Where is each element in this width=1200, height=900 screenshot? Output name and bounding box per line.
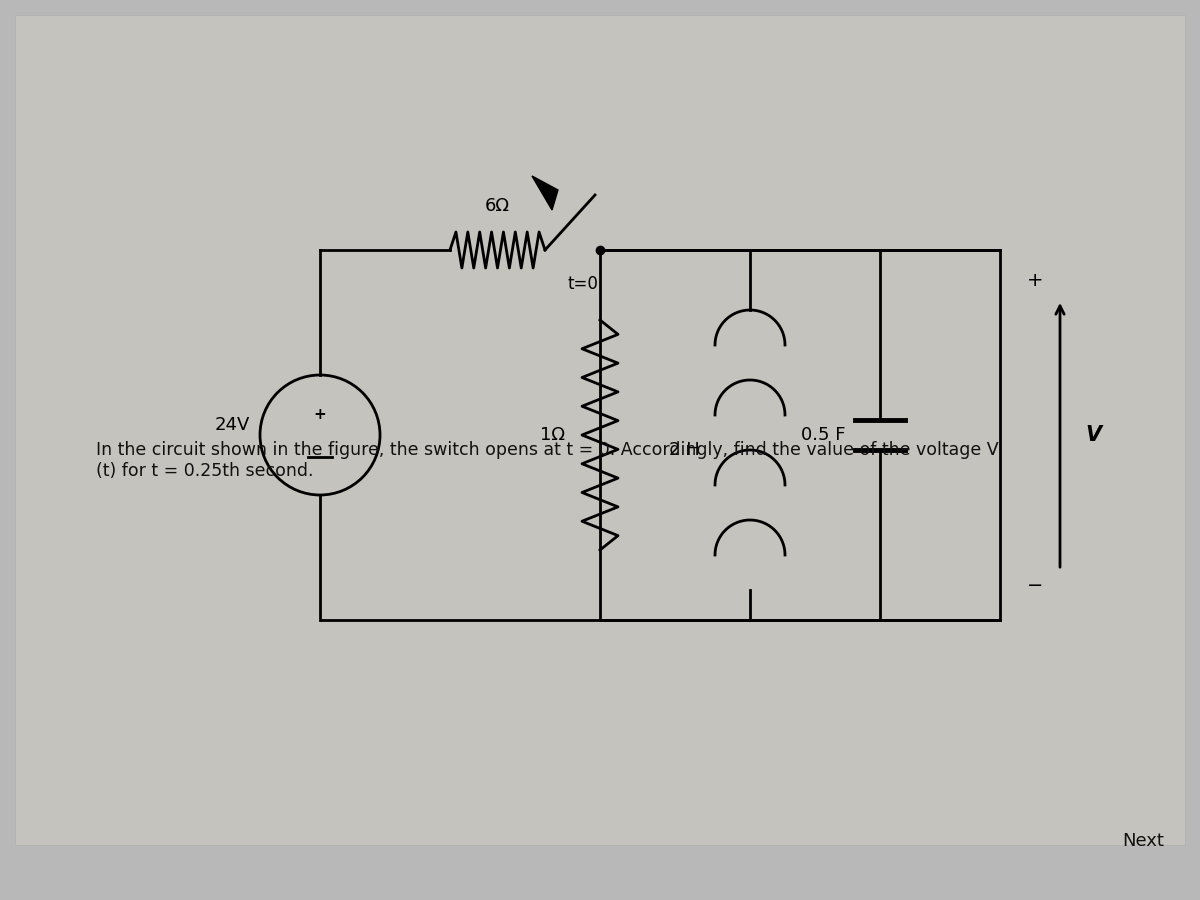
Text: 0.5 F: 0.5 F bbox=[800, 426, 845, 444]
Polygon shape bbox=[532, 176, 558, 210]
Text: t=0: t=0 bbox=[568, 275, 598, 293]
Text: 24V: 24V bbox=[215, 416, 250, 434]
Text: Next: Next bbox=[1122, 832, 1164, 850]
Text: +: + bbox=[313, 408, 326, 422]
Text: In the circuit shown in the figure, the switch opens at t = 0. Accordingly, find: In the circuit shown in the figure, the … bbox=[96, 441, 998, 480]
Text: +: + bbox=[1027, 271, 1043, 290]
Text: 6Ω: 6Ω bbox=[485, 197, 510, 215]
Text: 2 H: 2 H bbox=[670, 441, 700, 459]
Text: V: V bbox=[1085, 425, 1102, 445]
Text: −: − bbox=[1027, 575, 1043, 595]
Text: 1Ω: 1Ω bbox=[540, 426, 565, 444]
